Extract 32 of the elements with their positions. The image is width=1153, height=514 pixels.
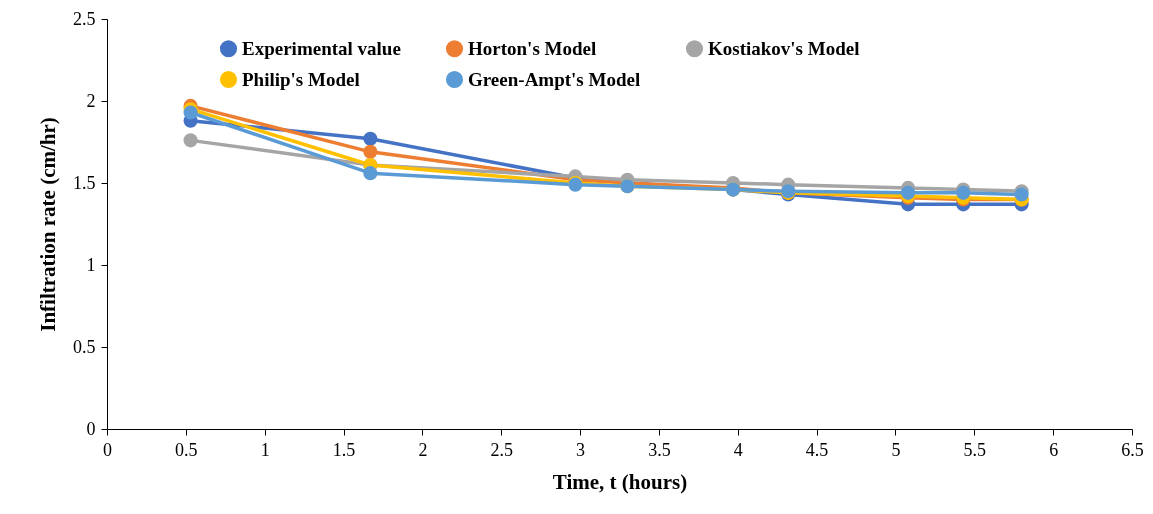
y-tick-label: 2 (86, 90, 96, 111)
x-tick-label: 3 (576, 439, 586, 460)
x-tick-label: 5.5 (963, 439, 987, 460)
x-tick-label: 4.5 (805, 439, 829, 460)
x-tick-label: 4 (733, 439, 743, 460)
x-axis-title: Time, t (hours) (552, 469, 688, 494)
x-tick-label: 6.5 (1121, 439, 1144, 460)
y-tick-label: 0 (86, 418, 96, 439)
y-tick-label: 1.5 (73, 172, 96, 193)
x-tick-label: 1 (260, 439, 270, 460)
legend-label: Experimental value (242, 37, 401, 59)
x-tick-label: 6 (1049, 439, 1059, 460)
point (363, 166, 378, 181)
x-tick-label: 1.5 (332, 439, 356, 460)
x-tick-label: 2 (418, 439, 428, 460)
point (183, 133, 198, 148)
y-tick-label: 0.5 (73, 336, 96, 357)
point (363, 144, 378, 159)
x-tick-label: 5 (891, 439, 901, 460)
legend-label: Green-Ampt's Model (468, 68, 641, 90)
x-tick-label: 3.5 (648, 439, 671, 460)
point (363, 131, 378, 146)
point (901, 185, 916, 200)
y-tick-label: 2.5 (73, 8, 96, 29)
x-tick-label: 2.5 (490, 439, 513, 460)
legend-label: Horton's Model (468, 37, 597, 59)
legend-label: Philip's Model (242, 68, 360, 90)
x-tick-label: 0 (103, 439, 112, 460)
y-tick-label: 1 (86, 254, 96, 275)
legend-label: Kostiakov's Model (708, 37, 860, 59)
y-axis-title: Infiltration rate (cm/hr) (36, 117, 60, 332)
x-tick-label: 0.5 (175, 439, 198, 460)
